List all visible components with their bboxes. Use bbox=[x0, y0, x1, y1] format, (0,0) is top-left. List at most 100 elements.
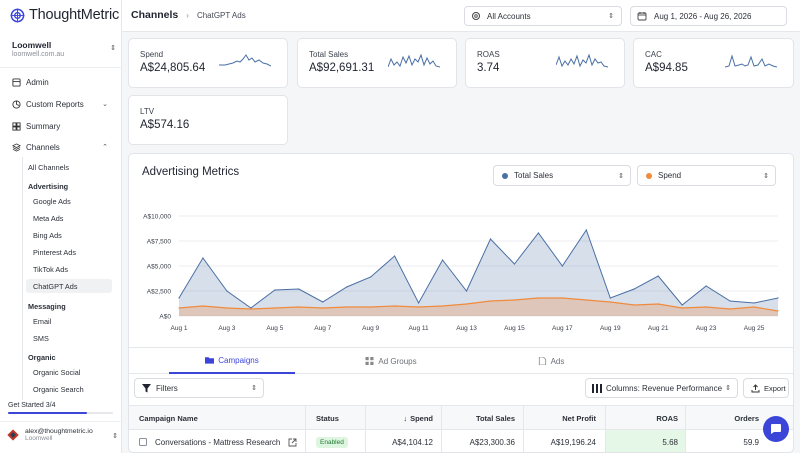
table-row[interactable]: Conversations - Mattress Research Enable… bbox=[129, 430, 793, 452]
data-point bbox=[178, 307, 180, 309]
th-campaign-name[interactable]: Campaign Name bbox=[139, 413, 198, 423]
metric-card-total-sales[interactable]: Total Sales A$92,691.31 bbox=[297, 38, 457, 88]
channel-email[interactable]: Email bbox=[33, 316, 52, 326]
channel-meta-ads[interactable]: Meta Ads bbox=[33, 213, 64, 223]
divider bbox=[0, 67, 122, 68]
export-button[interactable]: Export bbox=[743, 378, 789, 398]
channel-organic-social[interactable]: Organic Social bbox=[33, 367, 81, 377]
data-point bbox=[298, 288, 300, 290]
metric-card-spend[interactable]: Spend A$24,805.64 bbox=[128, 38, 288, 88]
advertising-metrics-panel: Advertising Metrics Total Sales ⇕ Spend … bbox=[128, 153, 794, 453]
channel-bing-ads[interactable]: Bing Ads bbox=[33, 230, 62, 240]
filters-select[interactable]: Filters ⇕ bbox=[134, 378, 264, 398]
data-point bbox=[441, 259, 444, 261]
sort-desc-icon: ↓ bbox=[403, 413, 408, 423]
data-point bbox=[585, 299, 587, 301]
data-point bbox=[537, 297, 539, 299]
metric-a-label: Total Sales bbox=[514, 171, 554, 180]
th-spend[interactable]: ↓ Spend bbox=[379, 406, 433, 430]
breadcrumb-root[interactable]: Channels bbox=[131, 9, 179, 21]
channel-all[interactable]: All Channels bbox=[28, 162, 69, 172]
breadcrumb: Channels › ChatGPT Ads bbox=[131, 9, 246, 21]
metric-a-select[interactable]: Total Sales ⇕ bbox=[493, 165, 631, 186]
nav-admin[interactable]: Admin bbox=[12, 75, 112, 89]
chevron-updown-icon: ⇕ bbox=[110, 45, 116, 52]
channel-tiktok-ads[interactable]: TikTok Ads bbox=[33, 264, 69, 274]
channel-organic-search[interactable]: Organic Search bbox=[33, 384, 84, 394]
gear-icon bbox=[472, 12, 480, 20]
filter-icon bbox=[142, 383, 151, 392]
column-divider bbox=[523, 405, 524, 452]
series-line-total-sales bbox=[178, 228, 779, 309]
th-spend-label: Spend bbox=[410, 413, 433, 423]
nav-channels-label: Channels bbox=[26, 142, 60, 152]
x-tick-label: Aug 1 bbox=[171, 325, 188, 332]
data-point bbox=[178, 297, 180, 299]
x-tick-label: Aug 23 bbox=[696, 325, 717, 332]
column-divider bbox=[441, 405, 442, 452]
nav-channels[interactable]: Channels ⌃ bbox=[12, 140, 112, 154]
data-point bbox=[609, 301, 611, 303]
row-checkbox[interactable] bbox=[139, 438, 147, 446]
series-area-spend bbox=[179, 298, 778, 316]
account-select[interactable]: All Accounts ⇕ bbox=[464, 6, 622, 26]
calendar-icon bbox=[637, 12, 647, 21]
user-menu[interactable]: alex@thoughtmetric.io Loomwell ⇕ bbox=[6, 428, 118, 442]
th-total-sales[interactable]: Total Sales bbox=[475, 413, 515, 423]
tab-ad-groups[interactable]: Ad Groups bbox=[329, 348, 453, 374]
sparkline bbox=[388, 53, 440, 68]
y-tick-label: A$0 bbox=[159, 314, 171, 321]
external-link-icon[interactable] bbox=[288, 438, 297, 447]
series-color-dot bbox=[646, 172, 652, 179]
th-roas[interactable]: ROAS bbox=[656, 413, 678, 423]
metric-label: CAC bbox=[645, 50, 662, 59]
series-line-spend bbox=[178, 297, 779, 312]
user-workspace: Loomwell bbox=[25, 435, 53, 442]
workspace-switcher[interactable]: Loomwell loomwell.com.au ⇕ bbox=[12, 40, 116, 58]
data-point bbox=[777, 297, 779, 299]
chevron-updown-icon: ⇕ bbox=[725, 385, 731, 392]
tab-campaigns[interactable]: Campaigns bbox=[169, 348, 295, 374]
workspace-name: Loomwell bbox=[12, 40, 52, 50]
channel-google-ads[interactable]: Google Ads bbox=[33, 196, 71, 206]
nav-summary[interactable]: Summary bbox=[12, 119, 112, 133]
metric-label: Total Sales bbox=[309, 50, 349, 59]
sparkline bbox=[219, 54, 271, 67]
chat-button[interactable] bbox=[763, 416, 789, 442]
data-point bbox=[346, 286, 348, 288]
brand-logo[interactable]: ThoughtMetric bbox=[10, 7, 119, 23]
metric-value: A$92,691.31 bbox=[309, 62, 375, 74]
data-point bbox=[561, 297, 563, 299]
get-started-progress bbox=[8, 412, 113, 414]
columns-select[interactable]: Columns: Revenue Performance ⇕ bbox=[585, 378, 738, 398]
metric-card-ltv[interactable]: LTV A$574.16 bbox=[128, 95, 288, 145]
th-status[interactable]: Status bbox=[316, 413, 339, 423]
total-sales-cell: A$23,300.36 bbox=[469, 437, 515, 447]
th-orders[interactable]: Orders bbox=[734, 413, 759, 423]
channel-pinterest-ads[interactable]: Pinterest Ads bbox=[33, 247, 76, 257]
metric-card-cac[interactable]: CAC A$94.85 bbox=[633, 38, 794, 88]
x-tick-label: Aug 13 bbox=[456, 325, 477, 332]
channels-icon bbox=[12, 142, 21, 152]
channel-chatgpt-ads[interactable]: ChatGPT Ads bbox=[26, 279, 112, 293]
metric-b-select[interactable]: Spend ⇕ bbox=[637, 165, 776, 186]
get-started-label[interactable]: Get Started 3/4 bbox=[8, 402, 56, 409]
workspace-url: loomwell.com.au bbox=[12, 51, 65, 58]
data-point bbox=[753, 302, 755, 304]
campaign-name[interactable]: Conversations - Mattress Research bbox=[155, 437, 281, 447]
tab-ads[interactable]: Ads bbox=[479, 348, 623, 374]
chevron-up-icon: ⌃ bbox=[102, 144, 108, 151]
chevron-updown-icon: ⇕ bbox=[251, 385, 257, 392]
chevron-down-icon: ⌄ bbox=[102, 101, 108, 108]
x-tick-label: Aug 9 bbox=[362, 325, 379, 332]
x-tick-label: Aug 5 bbox=[266, 325, 283, 332]
columns-label: Columns: Revenue Performance bbox=[606, 383, 723, 393]
nav-custom-reports[interactable]: Custom Reports ⌄ bbox=[12, 97, 112, 111]
channel-sms[interactable]: SMS bbox=[33, 333, 49, 343]
metric-label: LTV bbox=[140, 107, 155, 116]
sparkline bbox=[556, 53, 608, 68]
date-range-picker[interactable]: Aug 1, 2026 - Aug 26, 2026 bbox=[630, 6, 787, 26]
metric-card-roas[interactable]: ROAS 3.74 bbox=[465, 38, 625, 88]
th-net-profit[interactable]: Net Profit bbox=[562, 413, 596, 423]
advertising-metrics-chart[interactable]: A$0 A$2,500 A$5,000 A$7,500 A$10,000 Aug 1 Aug… bbox=[129, 154, 794, 346]
